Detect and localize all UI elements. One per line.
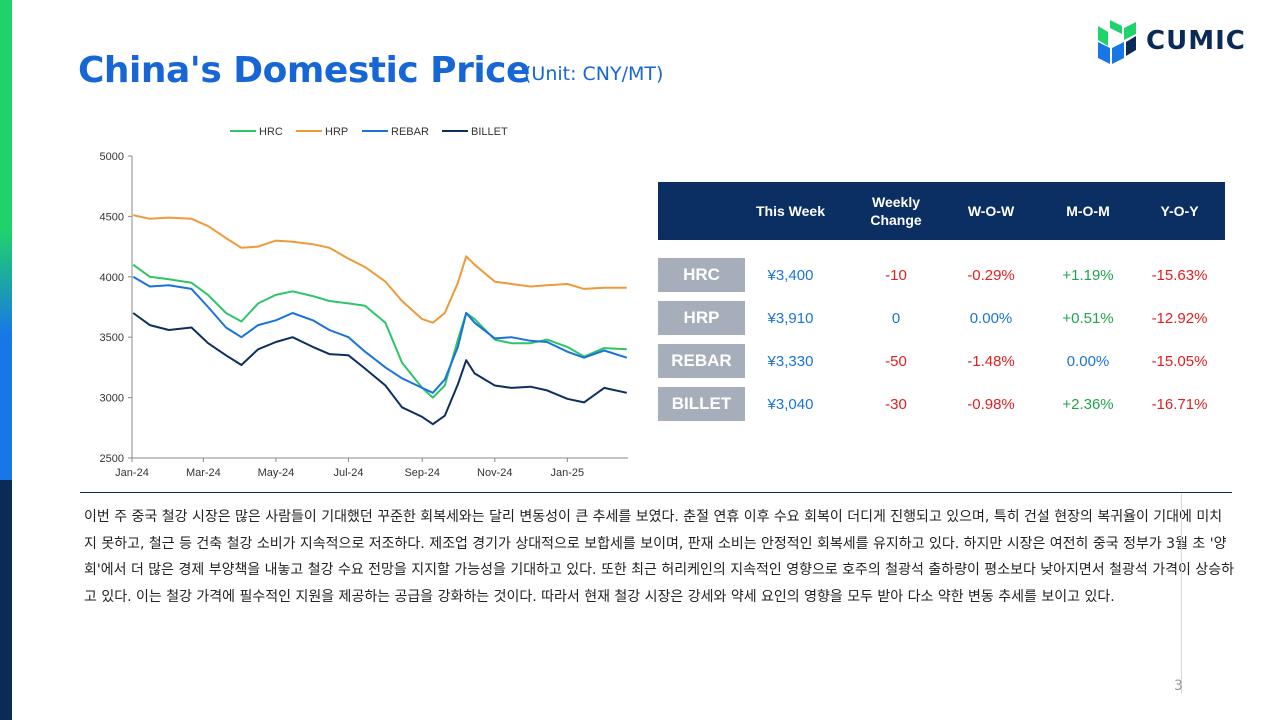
cell-yoy: -15.63% (1151, 266, 1208, 284)
x-tick-label: Jan-24 (115, 467, 149, 479)
header-this-week: This Week (756, 203, 825, 219)
x-tick-label: Jul-24 (333, 467, 363, 479)
header-weekly-change: Weekly Change (870, 194, 922, 228)
y-tick-label: 3000 (100, 393, 124, 405)
x-tick-label: Mar-24 (186, 467, 221, 479)
x-tick-label: Jan-25 (551, 467, 585, 479)
legend-label: HRP (325, 126, 348, 138)
cell-mom: 0.00% (1066, 352, 1110, 370)
logo-mark-icon (1098, 20, 1136, 64)
cell-mom: +2.36% (1062, 395, 1114, 413)
table-row: REBAR ¥3,330 -50 -1.48% 0.00% -15.05% (658, 344, 1225, 378)
legend-label: REBAR (391, 126, 429, 138)
accent-blue-segment (0, 230, 12, 530)
cell-weekly-change: -30 (885, 395, 907, 413)
x-tick-label: May-24 (258, 467, 295, 479)
accent-green-segment (0, 0, 12, 250)
cell-weekly-change: -10 (885, 266, 907, 284)
row-label: HRC (658, 258, 745, 292)
price-chart: 2500 3000 3500 4000 4500 5000 Jan-24 Mar-24 May-… (80, 118, 640, 488)
table-row: HRC ¥3,400 -10 -0.29% +1.19% -15.63% (658, 258, 1225, 292)
cell-wow: -0.98% (967, 395, 1015, 413)
cell-weekly-change: 0 (891, 309, 901, 327)
series-line-hrc (132, 263, 627, 399)
legend-label: HRC (259, 126, 283, 138)
logo-text: CUMIC (1146, 26, 1246, 56)
cell-this-week: ¥3,910 (767, 309, 814, 327)
market-commentary: 이번 주 중국 철강 시장은 많은 사람들이 기대했던 꾸준한 회복세와는 달리… (84, 509, 1234, 605)
table-header: This Week Weekly Change W-O-W M-O-M Y-O-… (658, 182, 1225, 240)
legend-label: BILLET (471, 126, 508, 138)
row-label: HRP (658, 301, 745, 335)
cell-this-week: ¥3,040 (767, 395, 814, 413)
cell-yoy: -12.92% (1151, 309, 1208, 327)
y-tick-label: 5000 (100, 151, 124, 163)
y-tick-label: 4500 (100, 211, 124, 223)
table-row: BILLET ¥3,040 -30 -0.98% +2.36% -16.71% (658, 387, 1225, 421)
row-label: REBAR (658, 344, 745, 378)
y-tick-label: 3500 (100, 332, 124, 344)
cell-weekly-change: -50 (885, 352, 907, 370)
footer-divider (1181, 494, 1182, 694)
header-mom: M-O-M (1066, 203, 1110, 219)
cell-mom: +0.51% (1062, 309, 1114, 327)
cell-yoy: -16.71% (1151, 395, 1208, 413)
logo: CUMIC (1096, 20, 1256, 68)
section-divider (80, 492, 1232, 493)
unit-label: (Unit: CNY/MT) (524, 63, 664, 85)
cell-mom: +1.19% (1062, 266, 1114, 284)
series-line-hrp (132, 214, 627, 324)
accent-navy-segment (0, 480, 12, 720)
cell-yoy: -15.05% (1151, 352, 1208, 370)
x-tick-label: Sep-24 (404, 467, 439, 479)
header-wow: W-O-W (967, 203, 1015, 219)
y-tick-label: 2500 (100, 453, 124, 465)
row-label: BILLET (658, 387, 745, 421)
series-line-rebar (132, 275, 628, 394)
page-title: China's Domestic Price (78, 50, 530, 91)
header-yoy: Y-O-Y (1160, 203, 1199, 219)
y-tick-label: 4000 (100, 272, 124, 284)
cell-wow: 0.00% (969, 309, 1013, 327)
cell-this-week: ¥3,330 (767, 352, 814, 370)
left-accent-bar (0, 0, 12, 720)
cell-wow: -0.29% (967, 266, 1015, 284)
line-chart-svg: 2500 3000 3500 4000 4500 5000 Jan-24 Mar-24 May-… (100, 126, 628, 479)
cell-wow: -1.48% (967, 352, 1015, 370)
cell-this-week: ¥3,400 (767, 266, 814, 284)
x-tick-label: Nov-24 (477, 467, 512, 479)
table-row: HRP ¥3,910 0 0.00% +0.51% -12.92% (658, 301, 1225, 335)
page-number: 3 (1174, 678, 1183, 694)
series-line-billet (132, 312, 628, 426)
